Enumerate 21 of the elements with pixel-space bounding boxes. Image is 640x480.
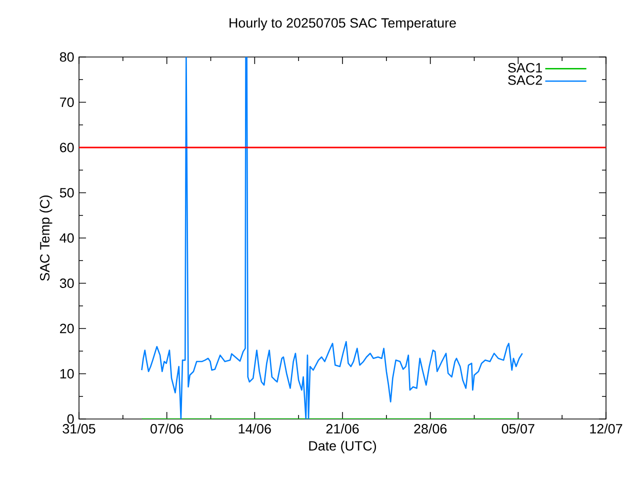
y-tick-label: 20 bbox=[60, 324, 74, 334]
y-tick-label: 10 bbox=[60, 368, 74, 379]
x-tick-label: 31/05 bbox=[62, 424, 96, 434]
y-tick-label: 80 bbox=[60, 52, 74, 62]
y-axis-title: SAC Temp (C) bbox=[40, 196, 52, 281]
x-tick-label: 05/07 bbox=[502, 424, 534, 434]
chart-title: Hourly to 20250705 SAC Temperature bbox=[230, 18, 456, 30]
y-tick-label: 40 bbox=[60, 233, 74, 243]
y-tick-label: 50 bbox=[60, 188, 74, 198]
x-tick-label: 14/06 bbox=[238, 424, 271, 434]
y-tick-label: 30 bbox=[60, 278, 74, 288]
legend-label: SAC2 bbox=[508, 75, 542, 85]
x-tick-label: 28/06 bbox=[414, 424, 447, 434]
y-tick-label: 60 bbox=[60, 142, 74, 152]
y-tick-label: 70 bbox=[60, 97, 74, 108]
x-tick-label: 12/07 bbox=[590, 424, 622, 434]
x-axis-title: Date (UTC) bbox=[309, 440, 376, 454]
x-tick-label: 07/06 bbox=[150, 424, 184, 434]
x-tick-label: 21/06 bbox=[326, 424, 359, 434]
y-tick-label: 0 bbox=[67, 414, 74, 424]
legend-label: SAC1 bbox=[508, 62, 542, 73]
